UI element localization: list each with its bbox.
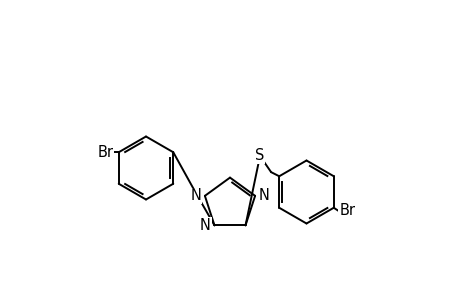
Text: Br: Br xyxy=(97,145,113,160)
Text: N: N xyxy=(200,218,210,233)
Text: N: N xyxy=(258,188,269,203)
Text: N: N xyxy=(190,188,201,203)
Text: Br: Br xyxy=(338,203,354,218)
Text: S: S xyxy=(255,148,264,164)
